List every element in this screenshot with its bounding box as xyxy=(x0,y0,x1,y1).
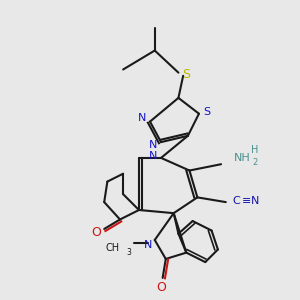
Text: C: C xyxy=(232,196,240,206)
Text: N: N xyxy=(149,151,157,161)
Text: N: N xyxy=(138,113,146,123)
Text: N: N xyxy=(251,196,260,206)
Text: N: N xyxy=(144,240,153,250)
Text: O: O xyxy=(92,226,101,238)
Text: H: H xyxy=(251,145,258,155)
Text: O: O xyxy=(156,281,166,294)
Text: S: S xyxy=(203,107,210,117)
Text: N: N xyxy=(149,140,157,150)
Text: 3: 3 xyxy=(126,248,131,257)
Text: CH: CH xyxy=(106,243,120,253)
Text: 2: 2 xyxy=(253,158,258,167)
Text: S: S xyxy=(182,68,190,81)
Text: NH: NH xyxy=(234,153,250,163)
Text: ≡: ≡ xyxy=(242,196,251,206)
